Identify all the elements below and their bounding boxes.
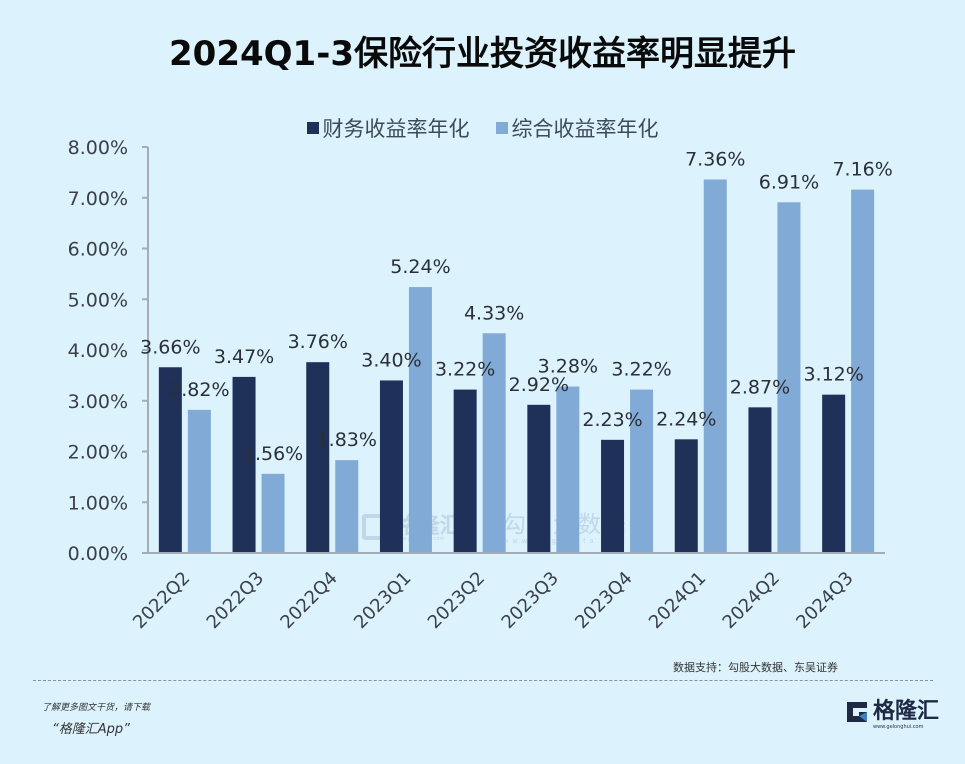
data-label-financial: 2.23% — [582, 409, 642, 431]
gelonghui-logo-icon — [847, 702, 867, 722]
y-tick-label: 3.00% — [68, 391, 128, 413]
data-label-comprehensive: 2.82% — [169, 379, 229, 401]
bar-comprehensive — [408, 287, 432, 553]
bar-financial — [379, 380, 403, 553]
x-tick-label: 2022Q4 — [276, 568, 341, 633]
data-label-financial: 2.87% — [730, 376, 790, 398]
data-label-financial: 3.66% — [140, 336, 200, 358]
bar-comprehensive — [187, 409, 211, 553]
y-tick-label: 0.00% — [68, 543, 128, 565]
legend-swatch-financial — [306, 122, 319, 134]
x-tick-label: 2023Q2 — [424, 568, 489, 633]
bar-comprehensive — [261, 473, 285, 553]
chart-title: 2024Q1-3保险行业投资收益率明显提升 — [169, 34, 796, 74]
bar-financial — [158, 367, 182, 553]
bar-comprehensive — [335, 460, 359, 553]
data-label-comprehensive: 3.22% — [611, 359, 671, 381]
gelonghui-logo-url: www.gelonghui.com — [873, 724, 924, 730]
data-label-financial: 3.47% — [214, 346, 274, 368]
x-tick-label: 2024Q3 — [792, 568, 857, 633]
bars-layer — [158, 179, 875, 554]
legend: 财务收益率年化 综合收益率年化 — [0, 113, 965, 143]
y-tick-label: 8.00% — [68, 137, 128, 159]
data-label-comprehensive: 1.56% — [243, 443, 303, 465]
bar-financial — [306, 362, 330, 553]
x-tick-label: 2024Q1 — [645, 568, 710, 633]
x-tick-label: 2023Q1 — [350, 568, 415, 633]
bar-financial — [601, 439, 625, 553]
data-label-financial: 2.24% — [656, 408, 716, 430]
data-label-financial: 3.22% — [435, 359, 495, 381]
legend-item-financial: 财务收益率年化 — [306, 113, 470, 143]
bar-comprehensive — [556, 386, 580, 553]
y-tick-label: 5.00% — [68, 289, 128, 311]
data-label-financial: 3.12% — [803, 364, 863, 386]
data-label-financial: 3.76% — [288, 331, 348, 353]
legend-swatch-comprehensive — [495, 122, 508, 134]
data-label-comprehensive: 5.24% — [390, 256, 450, 278]
y-tick-label: 7.00% — [68, 188, 128, 210]
legend-item-comprehensive: 综合收益率年化 — [495, 113, 659, 143]
gelonghui-logo: 格隆汇 www.gelonghui.com — [845, 699, 940, 730]
footer-divider — [33, 680, 933, 681]
data-labels-layer: 3.66% 2.82% 3.47% 1.56% 3.76% 1.83% 3.40% 5.24%… — [140, 148, 893, 464]
data-label-comprehensive: 7.16% — [832, 159, 892, 181]
bar-comprehensive — [482, 333, 506, 553]
data-label-comprehensive: 3.28% — [538, 356, 598, 378]
promo-text: 了解更多图文干货，请下载 — [42, 703, 151, 713]
bar-chart: 0.00% 1.00% 2.00% 3.00% 4.00% 5.00% 6.00% 7.00%… — [68, 137, 893, 633]
bar-comprehensive — [703, 179, 727, 554]
bar-financial — [453, 389, 477, 553]
bar-financial — [748, 407, 772, 553]
data-source: 数据支持：勾股大数据、东吴证券 — [673, 661, 838, 674]
bar-financial — [527, 404, 551, 553]
y-tick-label: 4.00% — [68, 340, 128, 362]
gelonghui-logo-text: 格隆汇 — [873, 699, 940, 724]
x-tick-label: 2023Q3 — [498, 568, 563, 633]
y-tick-label: 2.00% — [68, 442, 128, 464]
x-tick-label: 2022Q3 — [203, 568, 268, 633]
y-tick-label: 1.00% — [68, 492, 128, 514]
data-label-financial: 3.40% — [361, 349, 421, 371]
bar-comprehensive — [630, 389, 654, 553]
bar-financial — [822, 394, 846, 553]
data-label-comprehensive: 4.33% — [464, 302, 524, 324]
x-tick-label: 2023Q4 — [571, 568, 636, 633]
y-tick-label: 6.00% — [68, 239, 128, 261]
x-tick-label: 2022Q2 — [129, 568, 194, 633]
legend-label-financial: 财务收益率年化 — [322, 117, 470, 141]
x-tick-label: 2024Q2 — [719, 568, 784, 633]
bar-comprehensive — [851, 189, 875, 553]
bar-financial — [674, 439, 698, 553]
bar-financial — [232, 376, 256, 553]
bar-comprehensive — [777, 202, 801, 553]
data-label-financial: 2.92% — [509, 374, 569, 396]
data-label-comprehensive: 6.91% — [759, 171, 819, 193]
data-label-comprehensive: 1.83% — [317, 429, 377, 451]
legend-label-comprehensive: 综合收益率年化 — [511, 117, 659, 141]
promo-app-name: “格隆汇App” — [52, 722, 130, 737]
data-label-comprehensive: 7.36% — [685, 148, 745, 170]
